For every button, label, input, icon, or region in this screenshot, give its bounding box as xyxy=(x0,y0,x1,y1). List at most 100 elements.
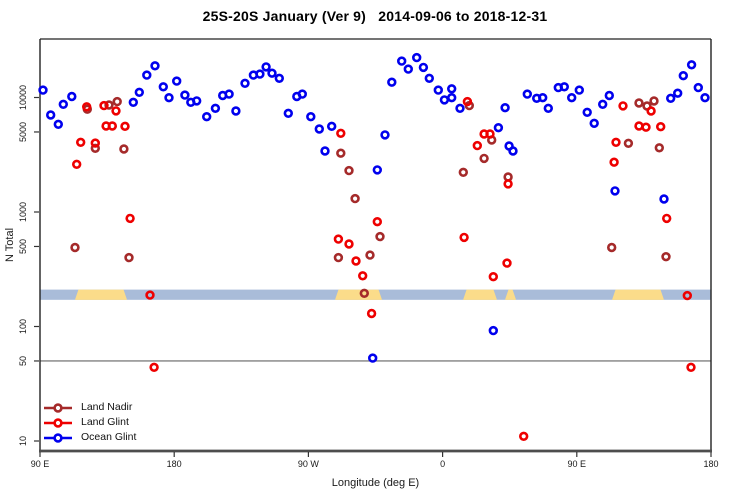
data-point xyxy=(172,76,182,86)
data-point xyxy=(693,82,703,93)
data-point xyxy=(120,121,130,132)
data-point xyxy=(255,69,265,79)
data-point xyxy=(145,290,155,300)
plot-box xyxy=(39,38,712,453)
data-point xyxy=(164,92,174,103)
y-tick-label: 5000 xyxy=(18,122,28,142)
data-point xyxy=(224,89,234,99)
series-ocean-glint xyxy=(38,52,710,363)
data-point xyxy=(682,290,692,301)
data-point xyxy=(366,308,377,319)
data-point xyxy=(502,258,512,268)
legend-symbol xyxy=(44,432,72,443)
data-point xyxy=(403,64,413,74)
land-band-segment xyxy=(504,289,517,300)
data-point xyxy=(661,252,671,262)
data-point xyxy=(424,73,434,84)
data-point xyxy=(543,103,553,114)
data-point xyxy=(192,96,202,106)
data-point xyxy=(485,129,495,139)
data-point xyxy=(574,85,584,95)
land-band-segment xyxy=(463,289,497,300)
data-point xyxy=(459,232,469,243)
land-ocean-band xyxy=(40,289,711,300)
y-tick-label: 10 xyxy=(18,436,28,446)
data-point xyxy=(210,103,221,114)
data-point xyxy=(488,272,498,282)
data-point xyxy=(672,88,683,98)
data-point xyxy=(610,186,620,196)
data-point xyxy=(611,137,621,148)
data-point xyxy=(336,148,346,158)
data-point xyxy=(375,231,385,242)
x-tick-label: 90 E xyxy=(31,459,50,469)
data-point xyxy=(412,52,422,63)
chart-title: 25S-20S January (Ver 9) 2014-09-06 to 20… xyxy=(202,8,548,24)
data-point xyxy=(124,252,134,263)
data-point xyxy=(518,431,529,441)
x-axis: 90 E 180 90 W 0 90 E 180 Longitude (deg E) xyxy=(31,452,719,489)
data-point xyxy=(493,122,504,133)
data-point xyxy=(641,122,651,132)
data-point xyxy=(107,121,118,131)
data-point xyxy=(455,103,465,114)
data-point xyxy=(609,157,619,167)
data-point xyxy=(202,111,212,122)
data-point xyxy=(351,256,361,266)
data-point xyxy=(81,102,92,112)
y-tick-label: 10000 xyxy=(18,85,28,110)
data-point xyxy=(678,70,688,81)
y-tick-label: 100 xyxy=(18,319,28,334)
legend-symbol xyxy=(44,402,72,413)
legend-item-land-nadir: Land Nadir xyxy=(43,401,136,414)
data-point xyxy=(508,146,518,156)
data-point xyxy=(150,61,160,71)
data-point xyxy=(344,239,354,249)
data-point xyxy=(566,92,577,103)
data-point xyxy=(333,252,344,263)
data-point xyxy=(582,107,592,118)
legend-point-icon xyxy=(53,417,63,428)
data-point xyxy=(261,62,271,72)
data-point xyxy=(149,362,159,372)
data-point xyxy=(350,193,360,204)
legend-label: Land Nadir xyxy=(81,401,133,413)
data-point xyxy=(503,179,513,189)
legend-point-icon xyxy=(53,432,63,443)
data-point xyxy=(597,99,608,110)
legend-point-icon xyxy=(53,402,63,413)
data-point xyxy=(659,194,669,204)
x-tick-label: 180 xyxy=(703,459,718,469)
data-point xyxy=(537,92,548,103)
data-point xyxy=(655,121,666,132)
data-point xyxy=(686,362,696,372)
data-point xyxy=(365,250,375,260)
data-point xyxy=(158,82,169,92)
land-band-segment xyxy=(74,289,128,300)
data-point xyxy=(359,288,369,298)
data-point xyxy=(38,85,48,95)
data-point xyxy=(623,138,634,149)
data-point xyxy=(649,96,659,106)
data-point xyxy=(125,213,135,224)
data-point xyxy=(344,165,354,176)
legend-symbol xyxy=(44,417,72,428)
data-point xyxy=(274,73,284,84)
data-point xyxy=(112,96,122,107)
data-point xyxy=(99,100,109,111)
data-point xyxy=(522,89,532,99)
y-axis-title: N Total xyxy=(4,228,16,262)
data-point xyxy=(67,91,77,102)
data-point xyxy=(104,100,114,110)
data-point xyxy=(134,87,145,98)
legend-item-ocean-glint: Ocean Glint xyxy=(43,431,136,444)
data-point xyxy=(306,111,316,122)
x-tick-label: 0 xyxy=(440,459,445,469)
data-point xyxy=(231,106,241,116)
data-point xyxy=(447,84,457,94)
data-point xyxy=(327,121,337,132)
data-point xyxy=(661,213,672,224)
data-point xyxy=(447,92,457,103)
